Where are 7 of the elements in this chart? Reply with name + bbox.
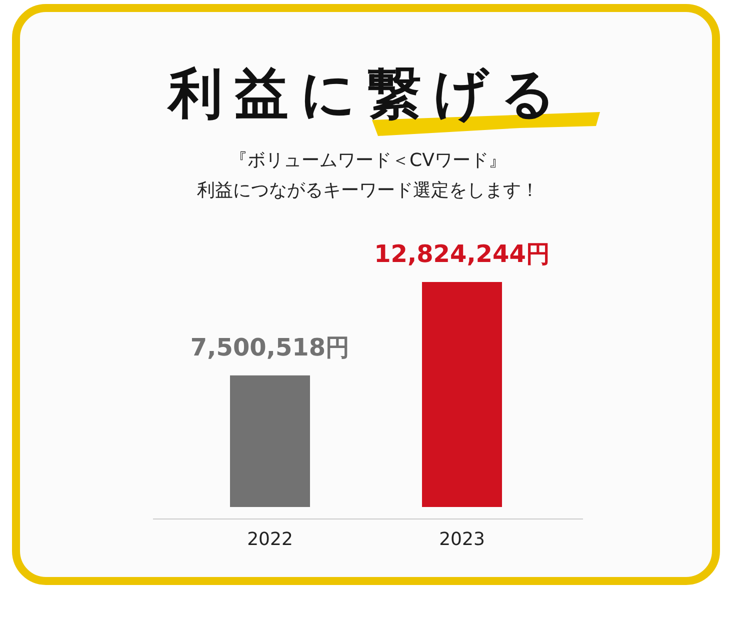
x-tick-label: 2022 <box>247 529 293 550</box>
chart-subtitle: 『ボリュームワード＜CVワード』 <box>230 150 506 171</box>
data-label: 7,500,518円 <box>190 333 350 362</box>
chart-title: 利益に繋げる <box>166 62 568 125</box>
data-label: 12,824,244円 <box>374 240 550 268</box>
text: 利益につながるキーワード選定をします！ <box>197 180 539 201</box>
x-tick-label: 2023 <box>439 529 485 550</box>
